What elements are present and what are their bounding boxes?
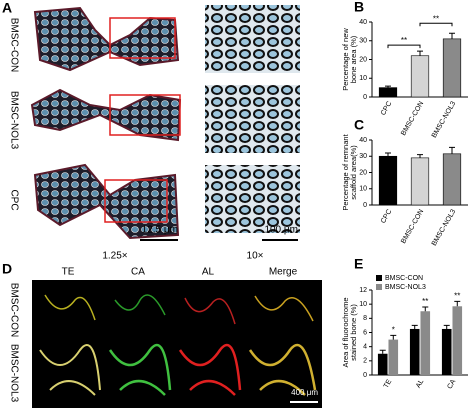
x-tick-label: CPC <box>380 208 393 224</box>
bar <box>442 153 462 206</box>
error-bar <box>417 50 423 56</box>
x-tick-label: CPC <box>380 100 393 116</box>
y-axis-label: Percentage of new <box>341 28 350 91</box>
error-bar <box>385 152 391 157</box>
error-bar <box>390 334 397 340</box>
y-tick-label: 10 <box>359 186 367 193</box>
legend-swatch <box>376 284 382 290</box>
error-bar <box>449 146 455 154</box>
magnification: 10× <box>247 251 264 262</box>
bar <box>441 328 452 375</box>
error-bar <box>449 32 455 39</box>
panel-letter: E <box>354 256 363 272</box>
scale-bar-label: 12.5 μm <box>142 225 178 236</box>
error-bar <box>379 349 386 354</box>
magnification: 1.25× <box>102 251 127 262</box>
y-tick-label: 10 <box>359 75 367 82</box>
significance-bracket <box>419 22 453 27</box>
significance-label: ** <box>401 36 407 45</box>
bar <box>388 339 399 375</box>
y-tick-label: 30 <box>359 153 367 160</box>
column-label: TE <box>62 267 75 278</box>
y-tick-label: 12 <box>359 287 367 294</box>
row-label: BMSC-NOL3 <box>8 344 19 403</box>
y-tick-label: 0 <box>363 202 367 209</box>
bar <box>452 306 463 375</box>
legend-label: BMSC-CON <box>385 275 423 282</box>
fluorescence-images <box>32 280 322 408</box>
significance-label: ** <box>422 297 428 306</box>
significance-label: * <box>392 325 395 334</box>
bar <box>442 38 462 98</box>
y-axis-label: bone area (%) <box>349 35 358 83</box>
scale-bar-label: 400 μm <box>291 388 318 397</box>
y-tick-label: 6 <box>363 329 367 336</box>
y-tick-label: 2 <box>363 358 367 365</box>
error-bar <box>417 154 423 158</box>
legend-label: BMSC-NOL3 <box>385 284 426 291</box>
x-tick-label: CA <box>446 378 457 390</box>
row-label: BMSC-CON <box>8 283 19 337</box>
x-tick-label: BMSC-NOL3 <box>431 100 458 139</box>
error-bar <box>411 324 418 329</box>
y-axis-label: scaffold area(%) <box>349 145 358 200</box>
error-bar <box>454 300 461 307</box>
y-axis-label: Area of fluorochrome <box>341 297 350 367</box>
y-tick-label: 20 <box>359 169 367 176</box>
y-axis-label: Percentage of remnant <box>341 133 350 210</box>
x-tick-label: BMSC-CON <box>400 208 425 245</box>
x-tick-label: BMSC-CON <box>400 100 425 137</box>
bar <box>377 353 388 375</box>
bar <box>409 328 420 375</box>
legend-swatch <box>376 275 382 281</box>
bar <box>420 311 431 375</box>
row-label: BMSC-CON <box>8 18 19 72</box>
y-tick-label: 8 <box>363 315 367 322</box>
row-label: CPC <box>8 189 19 210</box>
y-tick-label: 40 <box>359 19 367 26</box>
significance-label: ** <box>454 291 460 300</box>
column-label: AL <box>202 267 215 278</box>
error-bar <box>443 324 450 329</box>
bar <box>378 87 398 98</box>
panel-letter: C <box>354 117 364 133</box>
y-tick-label: 20 <box>359 56 367 63</box>
x-tick-label: TE <box>383 378 394 390</box>
row-label: BMSC-NOL3 <box>8 91 19 150</box>
error-bar <box>385 85 391 88</box>
panel-letter: B <box>354 0 364 15</box>
x-tick-label: BMSC-NOL3 <box>431 208 458 247</box>
bar <box>378 155 398 206</box>
error-bar <box>422 306 429 312</box>
y-tick-label: 4 <box>363 344 367 351</box>
y-axis-label: stained bone (%) <box>349 304 358 361</box>
panel-letter: A <box>2 0 12 16</box>
column-label: Merge <box>269 267 298 278</box>
y-tick-label: 10 <box>359 301 367 308</box>
scale-bar-label: 100 μm <box>264 225 298 236</box>
significance-label: ** <box>433 14 439 23</box>
y-tick-label: 30 <box>359 38 367 45</box>
y-tick-label: 40 <box>359 137 367 144</box>
x-tick-label: AL <box>415 378 425 389</box>
bar <box>410 157 430 206</box>
column-label: CA <box>131 267 145 278</box>
significance-bracket <box>387 44 421 49</box>
y-tick-label: 0 <box>363 372 367 379</box>
y-tick-label: 0 <box>363 94 367 101</box>
bar <box>410 55 430 98</box>
histology-images <box>30 5 300 241</box>
panel-letter: D <box>2 261 12 277</box>
